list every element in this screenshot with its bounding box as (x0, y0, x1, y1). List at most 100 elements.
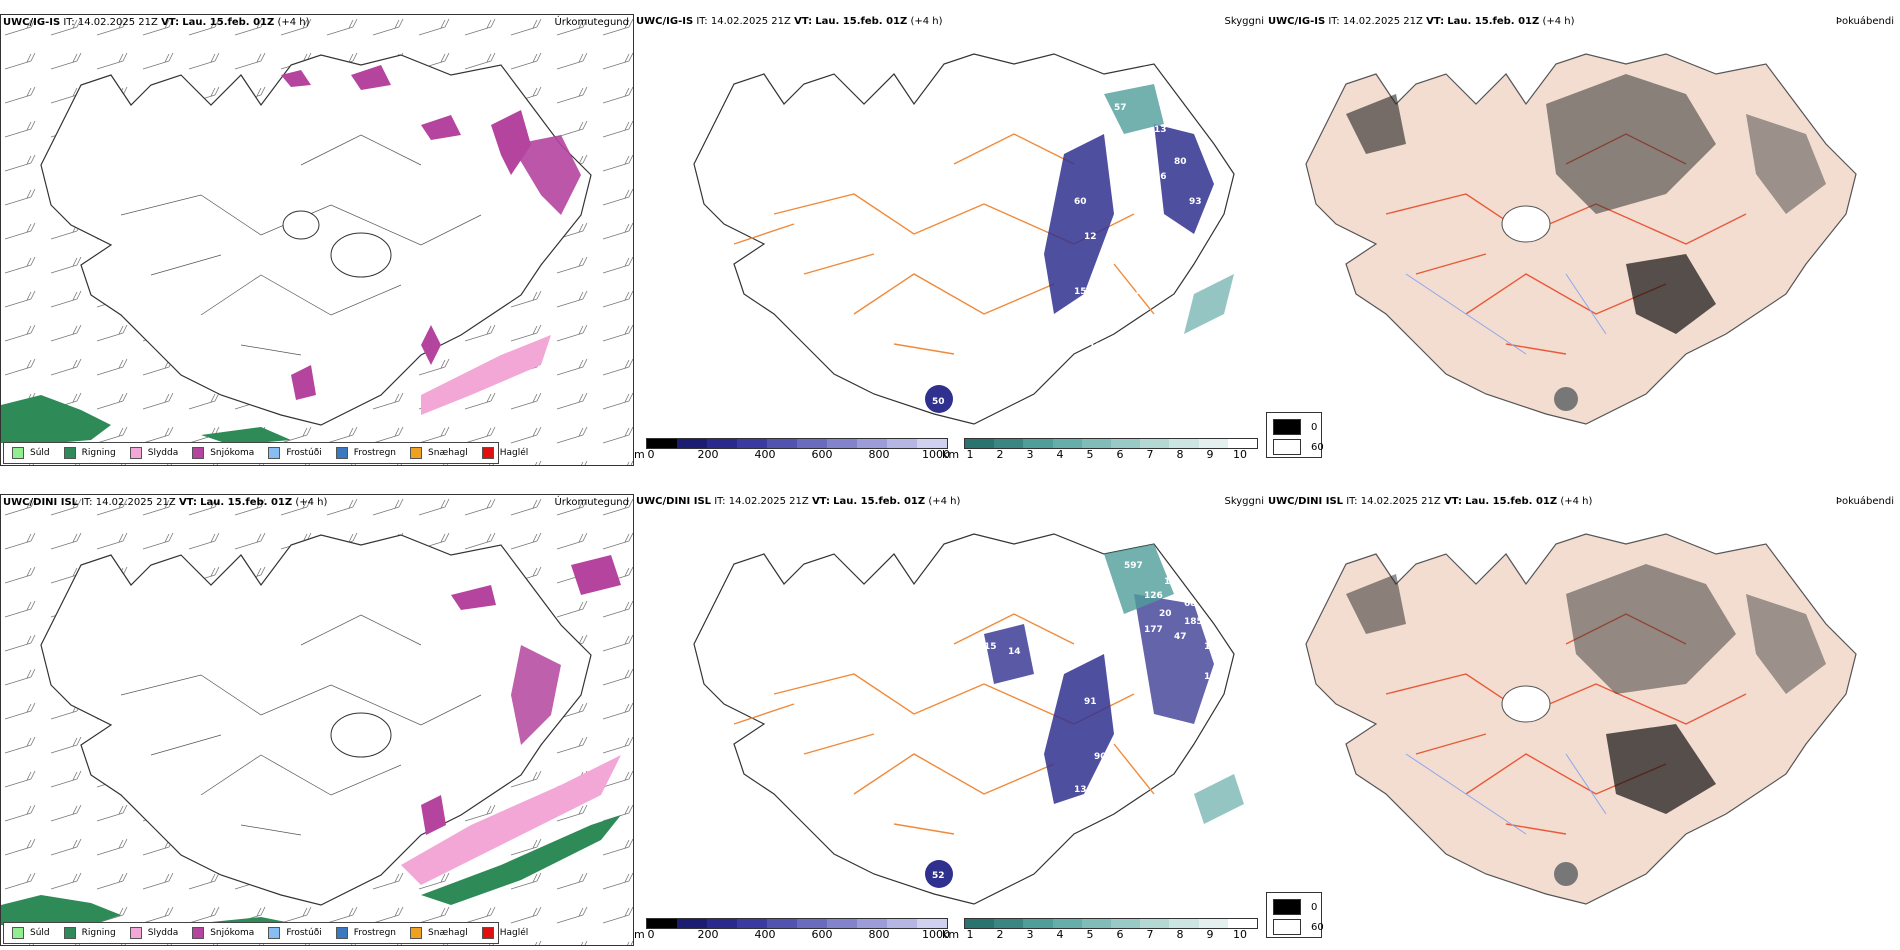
colorbar-tick: 200 (697, 448, 719, 461)
vis-label: 20 (1159, 609, 1172, 619)
colorbar-tick: 7 (1146, 928, 1154, 941)
lead-time: (+4 h) (295, 497, 328, 508)
colorbar-tick: 3 (1026, 448, 1034, 461)
vis-label: 68 (1184, 599, 1197, 609)
vis-label: 15 (984, 642, 997, 652)
legend-item: Snæhagl (410, 927, 468, 939)
snow-area (291, 365, 316, 400)
fog-area (1606, 724, 1716, 814)
colorbar-tick: 400 (754, 928, 776, 941)
roads (1385, 133, 1747, 355)
snaehagl-swatch-icon (410, 447, 423, 459)
fog-area (1194, 774, 1244, 824)
low-visibility-area (1134, 594, 1214, 724)
colorbar-tick: 0 (647, 928, 655, 941)
vis-label: 90 (1119, 297, 1132, 307)
fog-scale-row: 60 (1273, 439, 1324, 455)
map-title: Úrkomutegund (554, 17, 629, 28)
map-header: UWC/IG-IS IT: 14.02.2025 21Z VT: Lau. 15… (634, 14, 1268, 30)
fog-white-swatch-icon (1273, 439, 1301, 455)
model-name: UWC/IG-IS (636, 16, 694, 27)
fog-area (1546, 74, 1716, 214)
map-header: UWC/DINI ISL IT: 14.02.2025 21Z VT: Lau.… (634, 494, 1268, 510)
lead-time: (+4 h) (277, 17, 310, 28)
valid-time: Lau. 15.feb. 01Z (200, 497, 293, 508)
visibility-colorbar-m: m 0 200 400 600 800 1000 (634, 918, 954, 946)
haglel-swatch-icon (481, 447, 494, 459)
glacier-outline (1501, 205, 1551, 243)
vis-label: 93 (1189, 197, 1202, 207)
model-name: UWC/IG-IS (3, 17, 61, 28)
vis-label: 126 (1144, 591, 1163, 601)
colorbar-tick: 600 (811, 928, 833, 941)
fog-area (1746, 594, 1826, 694)
vis-label: 60 (1074, 197, 1087, 207)
vis-label: 108 (1089, 342, 1108, 352)
sleet-area (421, 335, 551, 415)
colorbar-unit: m (634, 928, 645, 941)
map-title: Þokuábendi (1835, 16, 1894, 27)
visibility-colorbar-km: km 1 2 3 4 5 6 7 8 9 10 (942, 918, 1258, 946)
suld-swatch-icon (12, 447, 24, 459)
legend-item: Súld (12, 927, 50, 939)
map-title: Þokuábendi (1835, 496, 1894, 507)
init-time: 14.02.2025 21Z (710, 16, 791, 27)
frostregn-swatch-icon (335, 927, 348, 939)
colorbar-tick: 10 (1233, 928, 1247, 941)
vis-label: 57 (1114, 103, 1127, 113)
lead-time: (+4 h) (1542, 16, 1575, 27)
colorbar-tick: 6 (1116, 448, 1124, 461)
fog-area (1104, 84, 1164, 134)
snow-area (451, 585, 496, 610)
fog-area (1346, 94, 1406, 154)
glacier-outline (330, 232, 392, 278)
vis-label: 30 (1204, 252, 1217, 262)
precip-map-canvas (1, 495, 633, 945)
fog-area (1554, 387, 1578, 411)
colorbar-m-ramp (646, 918, 948, 929)
colorbar-tick: 2 (996, 448, 1004, 461)
low-visibility-area (925, 860, 953, 888)
iceland-outline (40, 54, 592, 426)
legend-item: Frostúði (268, 927, 322, 939)
fog-area (1184, 274, 1234, 334)
iceland-outline (40, 534, 592, 906)
rain-area (421, 815, 621, 905)
colorbar-km-ramp (964, 438, 1258, 449)
map-header: UWC/DINI ISL IT: 14.02.2025 21Z VT: Lau.… (1266, 494, 1900, 510)
map-header: UWC/IG-IS IT: 14.02.2025 21Z VT: Lau. 15… (1, 15, 633, 31)
vis-label: 10 (1134, 287, 1147, 297)
fog-area (1554, 862, 1578, 886)
colorbar-tick: 4 (1056, 928, 1064, 941)
fog-area (1626, 254, 1716, 334)
valid-time: Lau. 15.feb. 01Z (1447, 16, 1540, 27)
map-title: Skyggni (1224, 16, 1264, 27)
vis-label: 597 (1124, 561, 1143, 571)
rigning-swatch-icon (63, 927, 76, 939)
rivers (1405, 753, 1607, 835)
sleet-area (401, 755, 621, 885)
roads (120, 614, 482, 836)
colorbar-unit: m (634, 448, 645, 461)
rain-area (1, 395, 111, 445)
colorbar-tick: 2 (996, 928, 1004, 941)
colorbar-tick: 4 (1056, 448, 1064, 461)
vis-label: 50 (932, 397, 945, 407)
vis-label: 47 (1174, 632, 1187, 642)
snow-area (281, 70, 311, 87)
vis-label: 20 (904, 365, 917, 375)
colorbar-tick: 800 (868, 448, 890, 461)
rivers (1405, 273, 1607, 355)
visibility-labels: 57 13 80 26 93 60 12 15 73 30 157 90 10 … (904, 103, 1217, 407)
visibility-colorbar-m: m 0 200 400 600 800 1000 (634, 438, 954, 466)
suld-swatch-icon (12, 927, 24, 939)
frostudi-swatch-icon (268, 447, 281, 459)
iceland-land (1305, 53, 1857, 425)
legend-item: Slydda (129, 927, 178, 939)
colorbar-m-ramp (646, 438, 948, 449)
visibility-map-top: UWC/IG-IS IT: 14.02.2025 21Z VT: Lau. 15… (634, 14, 1268, 466)
roads (1385, 613, 1747, 835)
vis-label: 15 (1094, 272, 1107, 282)
precip-map-canvas (1, 15, 633, 465)
map-title: Skyggni (1224, 496, 1264, 507)
